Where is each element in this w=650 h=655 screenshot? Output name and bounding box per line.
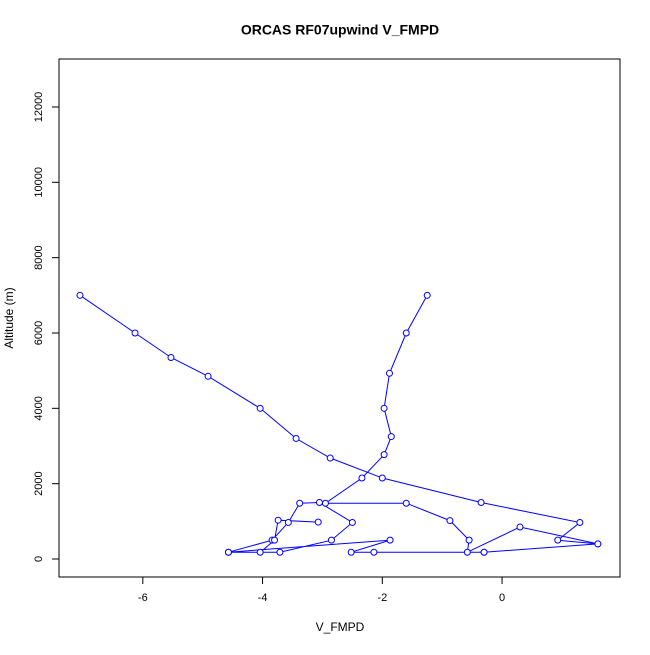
point — [477, 498, 485, 506]
x-tick-label: 0 — [499, 592, 505, 604]
point — [385, 369, 393, 377]
x-tick-label: -6 — [138, 592, 148, 604]
point — [465, 536, 473, 544]
point — [387, 433, 395, 441]
point — [296, 499, 304, 507]
point — [370, 548, 378, 556]
point — [554, 536, 562, 544]
y-tick-label: 10000 — [33, 167, 45, 198]
series-line — [79, 294, 598, 554]
plot-frame — [58, 58, 621, 578]
y-tick-label: 8000 — [33, 245, 45, 269]
x-tick-label: -2 — [377, 592, 387, 604]
point — [314, 518, 322, 526]
y-tick-label: 0 — [33, 556, 45, 562]
point — [446, 517, 454, 525]
y-tick-label: 4000 — [33, 396, 45, 420]
point — [576, 518, 584, 526]
point — [423, 291, 431, 299]
point — [380, 451, 388, 459]
point — [315, 498, 323, 506]
point — [271, 536, 279, 544]
point — [358, 474, 366, 482]
chart-title: ORCAS RF07upwind V_FMPD — [241, 22, 439, 38]
point — [284, 518, 292, 526]
x-tick-label: -4 — [258, 592, 268, 604]
point — [256, 404, 264, 412]
point — [326, 454, 334, 462]
point — [402, 329, 410, 337]
point — [378, 474, 386, 482]
point — [274, 516, 282, 524]
point — [463, 548, 471, 556]
point — [594, 540, 602, 548]
point — [480, 548, 488, 556]
point — [256, 548, 264, 556]
point — [131, 329, 139, 337]
y-tick-label: 12000 — [33, 92, 45, 123]
point — [386, 536, 394, 544]
point — [76, 291, 84, 299]
point — [292, 434, 300, 442]
point — [380, 404, 388, 412]
y-axis-label: Altitude (m) — [2, 287, 16, 348]
point — [167, 353, 175, 361]
point — [516, 523, 524, 531]
point — [402, 499, 410, 507]
point — [348, 518, 356, 526]
point — [327, 536, 335, 544]
point — [204, 372, 212, 380]
x-axis-label: V_FMPD — [316, 620, 365, 634]
y-tick-label: 6000 — [33, 321, 45, 345]
point — [276, 548, 284, 556]
point — [224, 548, 232, 556]
y-tick-label: 2000 — [33, 471, 45, 495]
point — [321, 499, 329, 507]
point — [347, 548, 355, 556]
